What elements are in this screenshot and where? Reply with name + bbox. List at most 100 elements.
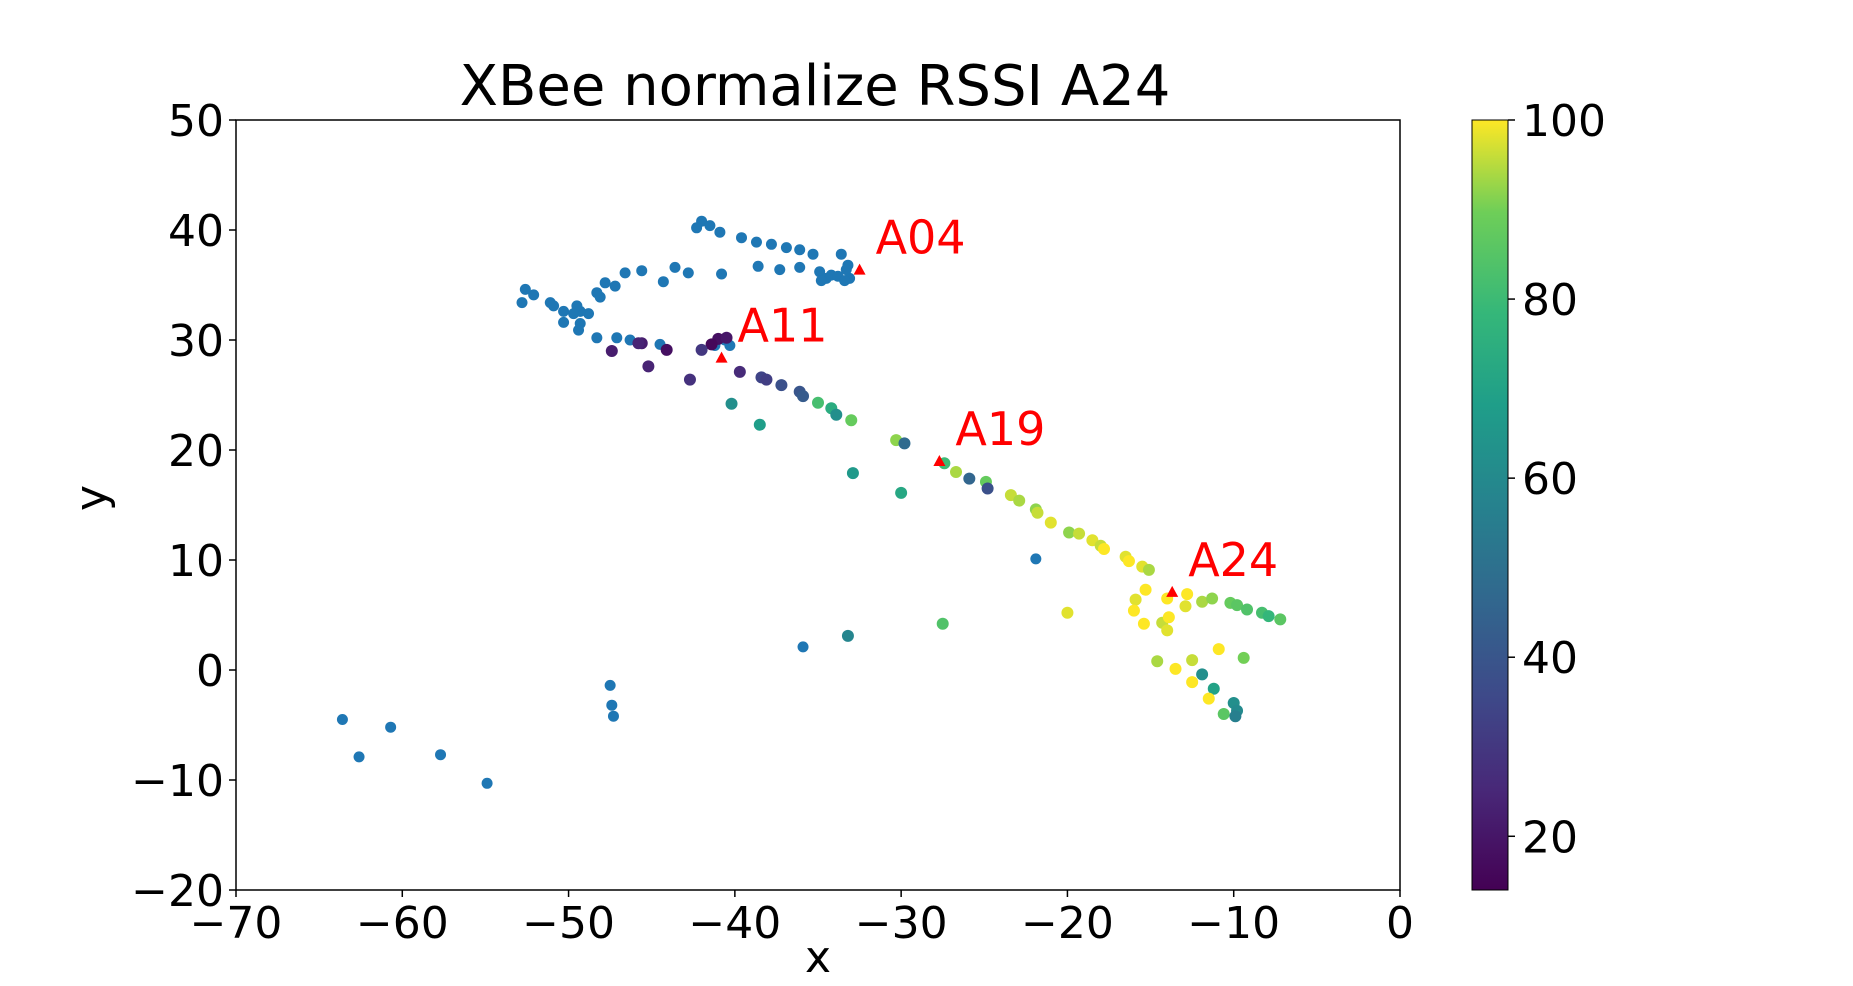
colorbar — [1471, 119, 1509, 891]
scatter-point-rssi — [1129, 593, 1142, 606]
scatter-point-rssi — [1063, 526, 1076, 539]
scatter-point — [794, 244, 806, 256]
y-axis-label: y — [66, 485, 117, 511]
scatter-point — [573, 324, 585, 336]
scatter-point-rssi — [1013, 494, 1026, 507]
scatter-point-rssi — [1212, 643, 1225, 656]
y-tick-label: 30 — [168, 316, 224, 367]
scatter-point-rssi — [725, 397, 738, 410]
scatter-point-rssi — [830, 408, 843, 421]
scatter-point-rssi — [1169, 662, 1182, 675]
scatter-point-rssi — [845, 414, 858, 427]
y-tick-label: 0 — [196, 646, 224, 697]
scatter-point — [519, 283, 531, 295]
anchor-marker — [853, 263, 866, 275]
annotations-layer: A04 A11 A19 A24 — [715, 211, 1278, 597]
scatter-point — [839, 275, 851, 287]
colorbar-tick-label: 80 — [1522, 275, 1578, 326]
scatter-point-rssi — [1207, 682, 1220, 695]
scatter-point — [669, 261, 681, 273]
scatter-point-rssi — [605, 345, 618, 357]
scatter-point — [591, 287, 603, 299]
scatter-point-rssi — [1196, 595, 1209, 608]
x-tick-label: −30 — [855, 898, 948, 949]
scatter-point-rssi — [1139, 583, 1152, 596]
scatter-point-rssi — [695, 343, 708, 356]
scatter-point — [774, 264, 786, 276]
x-tick-label: 0 — [1386, 898, 1414, 949]
scatter-point-rssi — [898, 437, 911, 450]
scatter-point-rssi — [720, 331, 733, 344]
scatter-point-rssi — [1274, 613, 1287, 626]
scatter-point — [528, 289, 540, 301]
scatter-point — [558, 316, 570, 328]
scatter-point-rssi — [683, 373, 696, 386]
scatter-point — [636, 265, 648, 277]
plot-frame — [235, 119, 1401, 891]
x-axis-label: x — [805, 932, 831, 983]
y-tick-label: −20 — [131, 866, 224, 917]
y-axis-ticks: −20 −10 0 10 20 30 40 50 — [131, 96, 236, 917]
x-tick-label: −50 — [522, 898, 615, 949]
colorbar-tick-label: 40 — [1522, 633, 1578, 684]
scatter-point — [558, 305, 570, 317]
scatter-point-rssi — [1142, 563, 1155, 576]
scatter-point-rssi — [1073, 527, 1086, 540]
scatter-point — [353, 751, 365, 763]
scatter-point — [704, 220, 716, 232]
scatter-point — [619, 267, 631, 279]
scatter-point — [691, 222, 703, 234]
scatter-point-rssi — [963, 472, 976, 485]
scatter-point — [611, 332, 623, 344]
scatter-point-rssi — [760, 373, 773, 386]
scatter-point-rssi — [1186, 676, 1199, 689]
anchor-marker — [1166, 585, 1179, 597]
scatter-point — [797, 641, 809, 653]
scatter-point-rssi — [797, 390, 810, 403]
scatter-point-rssi — [1179, 600, 1192, 613]
scatter-point — [716, 268, 728, 280]
scatter-point-rssi — [1031, 506, 1044, 519]
y-tick-label: 20 — [168, 426, 224, 477]
scatter-point — [750, 236, 762, 248]
scatter-point-rssi — [895, 486, 908, 499]
x-tick-label: −60 — [356, 898, 449, 949]
y-tick-label: −10 — [131, 756, 224, 807]
scatter-point-rssi — [660, 343, 673, 356]
scatter-point — [682, 267, 694, 279]
scatter-point-rssi — [1137, 617, 1150, 630]
scatter-point-rssi — [1127, 604, 1140, 617]
scatter-point-rssi — [1098, 543, 1111, 555]
scatter-point — [606, 699, 618, 711]
scatter-point-rssi — [936, 617, 949, 630]
scatter-point — [481, 777, 493, 789]
scatter-point — [583, 308, 595, 320]
anchor-label: A19 — [955, 402, 1045, 456]
scatter-point — [657, 276, 669, 288]
scatter-point-rssi — [1044, 516, 1057, 529]
scatter-point-rssi — [1229, 710, 1242, 723]
scatter-point-rssi — [1231, 599, 1244, 612]
y-tick-label: 50 — [168, 96, 224, 147]
scatter-point — [807, 248, 819, 260]
scatter-point — [604, 679, 616, 691]
scatter-point-rssi — [753, 418, 766, 431]
colorbar-ticks: 20 40 60 80 100 — [1508, 96, 1606, 863]
scatter-point — [591, 332, 603, 344]
scatter-point-rssi — [642, 360, 655, 373]
scatter-point-rssi — [1161, 624, 1174, 637]
scatter-point-rssi — [1237, 651, 1250, 664]
scatter-point-rssi — [846, 467, 859, 480]
x-axis-ticks: −70 −60 −50 −40 −30 −20 −10 0 — [190, 890, 1414, 949]
scatter-point — [815, 275, 827, 287]
scatter-point-rssi — [733, 365, 746, 378]
scatter-point-rssi — [775, 379, 788, 392]
scatter-point-rssi — [981, 482, 994, 495]
scatter-point-rssi — [632, 337, 645, 350]
scatter-point — [568, 308, 580, 320]
scatter-point — [609, 280, 621, 292]
scatter-point — [516, 297, 528, 309]
x-tick-label: −20 — [1021, 898, 1114, 949]
scatter-point-rssi — [812, 396, 824, 409]
